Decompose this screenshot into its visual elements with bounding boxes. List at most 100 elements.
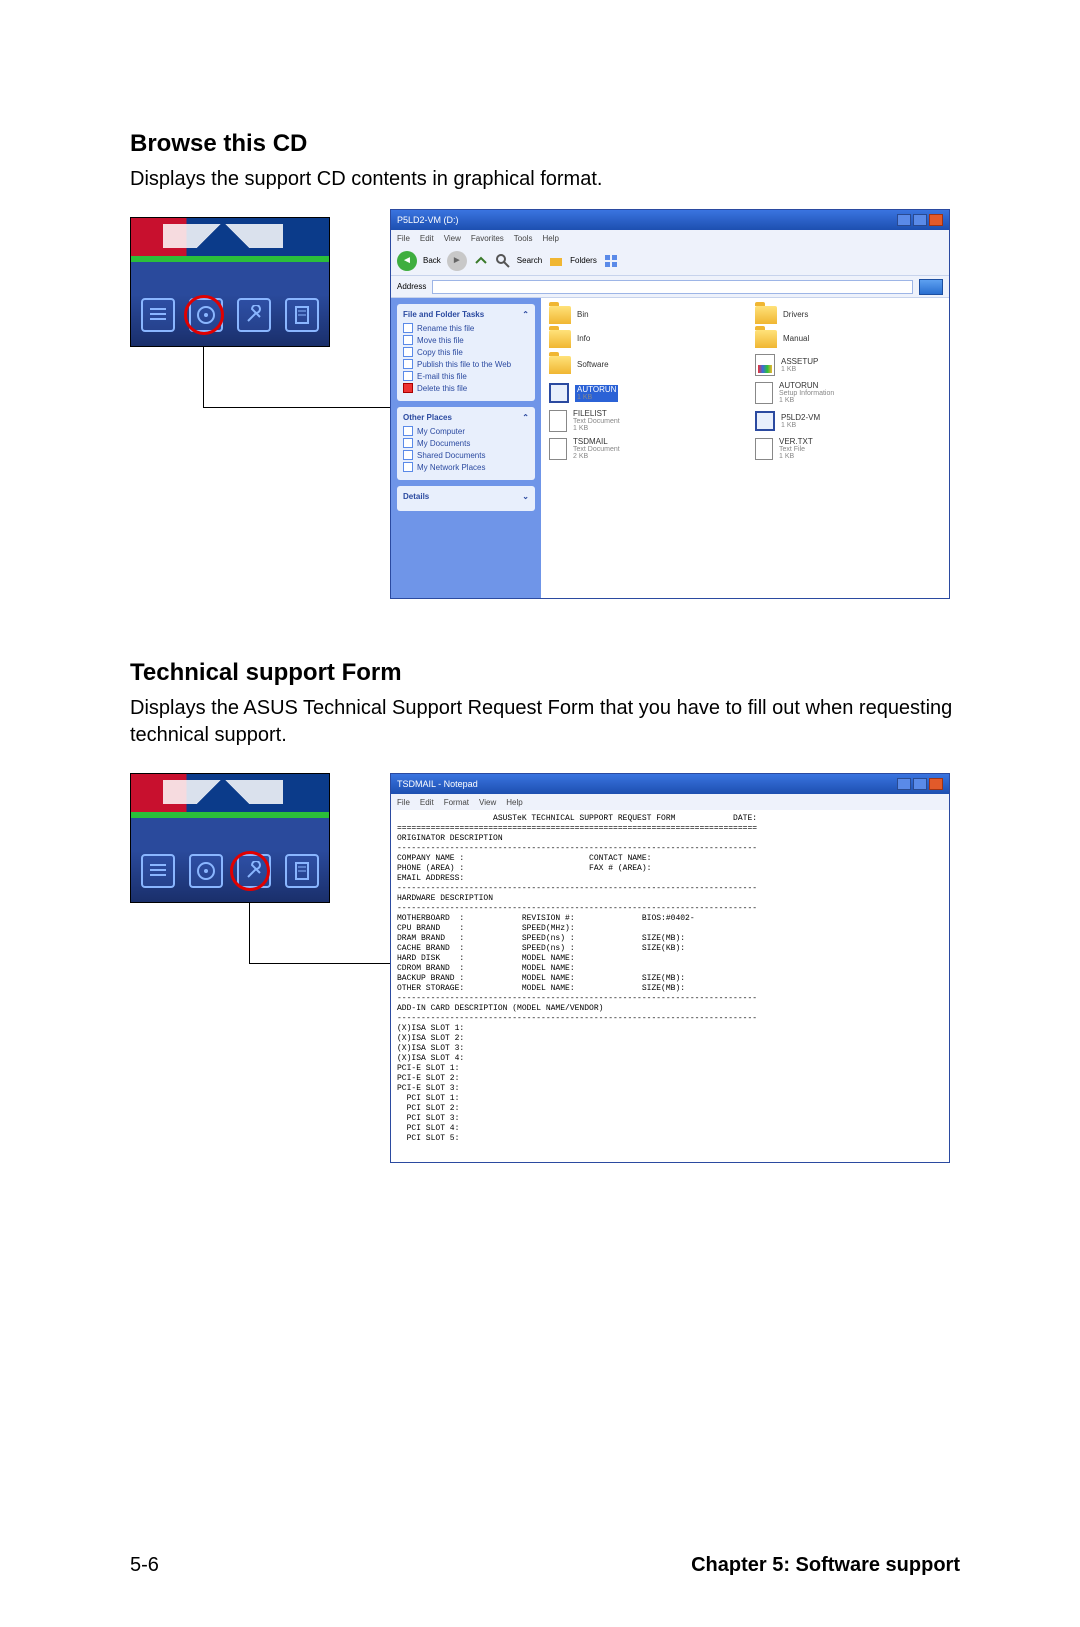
file-item[interactable]: ASSETUP1 KB [755,354,941,376]
folders-icon[interactable] [548,253,564,269]
app-icon [755,411,775,431]
max-button[interactable] [913,214,927,226]
min-button[interactable] [897,214,911,226]
folder-icon [549,306,571,324]
section1-desc: Displays the support CD contents in grap… [130,166,960,193]
txt-icon [755,382,773,404]
collapse-icon[interactable]: ⌃ [522,310,529,319]
side-link[interactable]: Publish this file to the Web [403,359,529,369]
file-item[interactable]: Software [549,354,735,376]
txt-icon [549,410,567,432]
file-item[interactable]: Drivers [755,306,941,324]
lead-horiz-2 [249,963,390,964]
thumb-greenbar [131,256,329,262]
lead-horiz-1 [203,407,390,408]
file-item[interactable]: Bin [549,306,735,324]
menu-tools[interactable]: Tools [514,234,533,243]
explorer-menubar: File Edit View Favorites Tools Help [391,230,949,246]
np-menu-edit[interactable]: Edit [420,798,434,807]
file-label: Bin [577,311,589,319]
explorer-toolbar: ◄ Back ► Search Folders [391,246,949,276]
explorer-file-area: Bin Drivers Info Manual Software ASSETUP1 KB A… [541,298,949,598]
file-item[interactable]: FILELISTText Document1 KB [549,410,735,432]
menu-file[interactable]: File [397,234,410,243]
side-panel-details: Details ⌄ [397,486,535,511]
thumb1-icons [141,298,319,332]
side-link[interactable]: My Network Places [403,462,529,472]
file-item[interactable]: AUTORUNSetup Information1 KB [755,382,941,404]
thumb1-wrap [130,217,330,347]
np-menu-format[interactable]: Format [444,798,469,807]
section2-title: Technical support Form [130,659,960,687]
file-item[interactable]: Manual [755,330,941,348]
address-input[interactable] [432,280,913,294]
page-footer: 5-6 Chapter 5: Software support [130,1554,960,1577]
folder-icon [549,330,571,348]
file-item[interactable]: TSDMAILText Document2 KB [549,438,735,460]
thumb2-wrap [130,773,330,903]
page: Browse this CD Displays the support CD c… [0,0,1080,1163]
disc-icon [189,854,223,888]
min-button[interactable] [897,778,911,790]
file-label: ASSETUP1 KB [781,358,818,373]
explorer-title-text: P5LD2-VM (D:) [397,215,459,225]
back-label: Back [423,256,441,265]
explorer-titlebar: P5LD2-VM (D:) [391,210,949,230]
figure-row-2: TSDMAIL - Notepad File Edit Format View … [130,773,960,1163]
file-item[interactable]: AUTORUN1 KB [549,382,735,404]
side-link[interactable]: Rename this file [403,323,529,333]
notepad-window: TSDMAIL - Notepad File Edit Format View … [390,773,950,1163]
menu-view[interactable]: View [444,234,461,243]
explorer-body: File and Folder Tasks⌃ Rename this file … [391,298,949,598]
file-label: Info [577,335,590,343]
back-button[interactable]: ◄ [397,251,417,271]
file-item[interactable]: P5LD2-VM1 KB [755,410,941,432]
side-title-1: Other Places [403,413,452,422]
close-button[interactable] [929,214,943,226]
side-link[interactable]: My Computer [403,426,529,436]
side-link[interactable]: Copy this file [403,347,529,357]
txt-icon [755,438,773,460]
file-label: VER.TXTText File1 KB [779,438,813,460]
go-button[interactable] [919,279,943,295]
file-label: FILELISTText Document1 KB [573,410,620,432]
close-button[interactable] [929,778,943,790]
thumb2 [130,773,330,903]
file-label: Drivers [783,311,808,319]
collapse-icon[interactable]: ⌃ [522,413,529,422]
menu-help[interactable]: Help [542,234,558,243]
file-label: AUTORUNSetup Information1 KB [779,382,834,404]
search-icon[interactable] [495,253,511,269]
notepad-textarea[interactable]: ASUSTeK TECHNICAL SUPPORT REQUEST FORM D… [391,810,949,1162]
np-menu-file[interactable]: File [397,798,410,807]
fwd-button[interactable]: ► [447,251,467,271]
expand-icon[interactable]: ⌄ [522,492,529,501]
window-buttons [897,214,943,226]
side-link[interactable]: Delete this file [403,383,529,393]
np-menu-help[interactable]: Help [506,798,522,807]
highlight-ring-2 [230,851,270,891]
file-item[interactable]: VER.TXTText File1 KB [755,438,941,460]
side-title-0: File and Folder Tasks [403,310,484,319]
section2-desc: Displays the ASUS Technical Support Requ… [130,695,960,749]
thumb1 [130,217,330,347]
views-icon[interactable] [603,253,619,269]
folder-icon [549,356,571,374]
asus-logo-stripe [131,218,329,256]
side-link[interactable]: Move this file [403,335,529,345]
notepad-menubar: File Edit Format View Help [391,794,949,810]
chapter-label: Chapter 5: Software support [691,1554,960,1577]
file-item[interactable]: Info [549,330,735,348]
np-menu-view[interactable]: View [479,798,496,807]
side-link[interactable]: My Documents [403,438,529,448]
menu-favorites[interactable]: Favorites [471,234,504,243]
explorer-window: P5LD2-VM (D:) File Edit View Favorites T… [390,209,950,599]
side-link[interactable]: E-mail this file [403,371,529,381]
max-button[interactable] [913,778,927,790]
side-title-2: Details [403,492,429,501]
up-icon[interactable] [473,253,489,269]
thumb-greenbar [131,812,329,818]
lead-vert-1 [203,347,204,407]
side-link[interactable]: Shared Documents [403,450,529,460]
menu-edit[interactable]: Edit [420,234,434,243]
